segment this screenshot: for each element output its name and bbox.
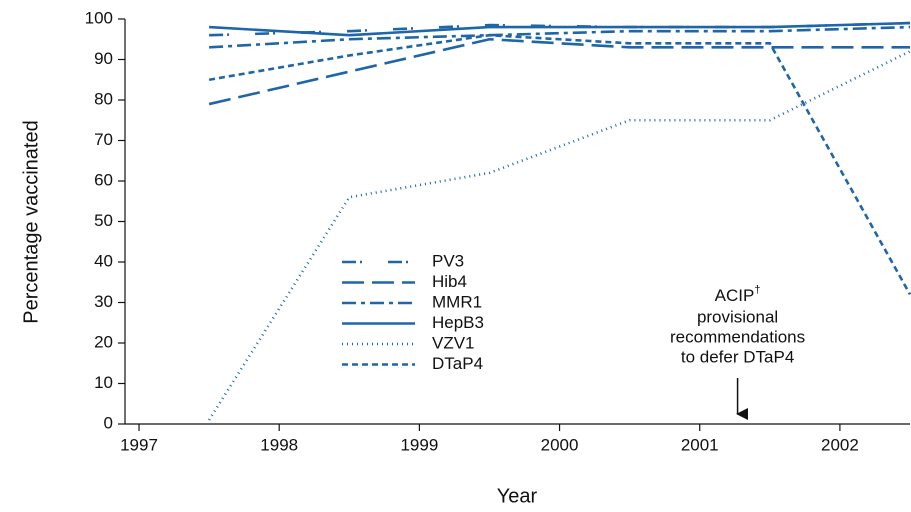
legend-label: PV3 [432, 251, 464, 270]
x-tick-label: 1998 [260, 435, 298, 454]
x-tick-label: 2000 [541, 435, 579, 454]
legend-label: VZV1 [432, 333, 475, 352]
x-tick-label: 2002 [821, 435, 859, 454]
y-axis-label: Percentage vaccinated [20, 120, 42, 323]
series-line [208, 50, 911, 421]
series-line [209, 21, 911, 37]
annotation-line: provisional [697, 307, 778, 326]
series-line [209, 25, 911, 49]
y-tick-label: 90 [94, 49, 113, 68]
legend-label: HepB3 [432, 313, 484, 332]
y-tick-label: 60 [94, 170, 113, 189]
y-tick-label: 70 [94, 130, 113, 149]
y-tick-label: 80 [94, 89, 113, 108]
x-tick-label: 2001 [681, 435, 719, 454]
x-tick-label: 1997 [120, 435, 158, 454]
x-axis-label: Year [497, 485, 538, 507]
y-tick-label: 40 [94, 251, 113, 270]
annotation-line: to defer DTaP4 [681, 347, 794, 366]
annotation-line: recommendations [670, 327, 805, 346]
y-tick-label: 10 [94, 373, 113, 392]
y-tick-label: 20 [94, 332, 113, 351]
x-tick-label: 1999 [400, 435, 438, 454]
legend-label: Hib4 [432, 272, 467, 291]
y-tick-label: 30 [94, 292, 113, 311]
annotation: ACIP† [715, 284, 761, 306]
legend-label: MMR1 [432, 292, 482, 311]
y-tick-label: 50 [94, 211, 113, 230]
legend-label: DTaP4 [432, 354, 483, 373]
y-tick-label: 100 [85, 8, 113, 27]
annotation-sup: † [754, 284, 760, 296]
series-line [208, 33, 911, 296]
series-line [208, 37, 910, 106]
annotation-label: ACIP [715, 286, 755, 305]
y-tick-label: 0 [104, 413, 113, 432]
